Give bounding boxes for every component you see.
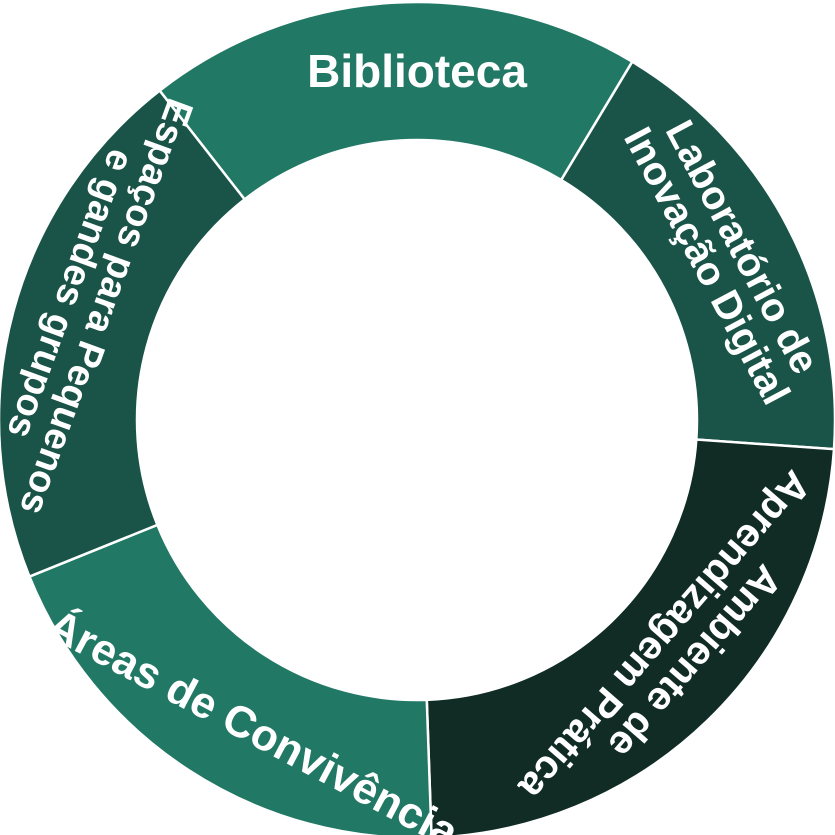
segment-label: Biblioteca [307,45,527,97]
ring-segment [27,523,433,835]
ring-segment [425,438,835,835]
ring-segment [157,0,635,202]
ring-segment [0,88,247,579]
segment-label-group: Biblioteca [307,45,527,97]
